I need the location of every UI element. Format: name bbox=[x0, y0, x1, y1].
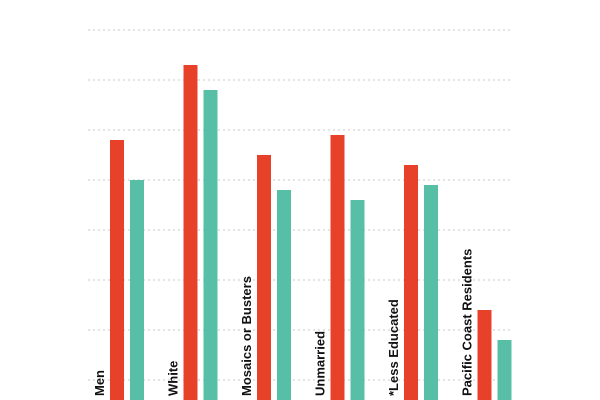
bar-series-2-5 bbox=[497, 340, 512, 400]
bar-series-2-0 bbox=[130, 180, 144, 400]
bar-series-1-1 bbox=[183, 65, 198, 400]
bar-series-2-4 bbox=[424, 185, 438, 400]
bar-series-1-4 bbox=[404, 165, 418, 400]
bar-series-1-5 bbox=[477, 310, 492, 400]
bar-series-1-2 bbox=[257, 155, 271, 400]
bars bbox=[110, 65, 512, 400]
category-label: White bbox=[166, 361, 181, 396]
bar-series-1-0 bbox=[110, 140, 124, 400]
bar-series-2-3 bbox=[350, 200, 365, 400]
category-label: Men bbox=[92, 370, 107, 396]
bar-series-1-3 bbox=[330, 135, 345, 400]
bar-series-2-2 bbox=[277, 190, 291, 400]
category-label: Mosaics or Busters bbox=[239, 276, 254, 396]
bar-series-2-1 bbox=[203, 90, 218, 400]
gridlines bbox=[88, 29, 512, 381]
category-label: Pacific Coast Residents bbox=[460, 249, 475, 396]
category-label: *Less Educated bbox=[386, 299, 401, 396]
category-labels: Men White Mosaics or Busters Unmarried *Less… bbox=[92, 249, 475, 396]
category-label: Unmarried bbox=[313, 331, 328, 396]
